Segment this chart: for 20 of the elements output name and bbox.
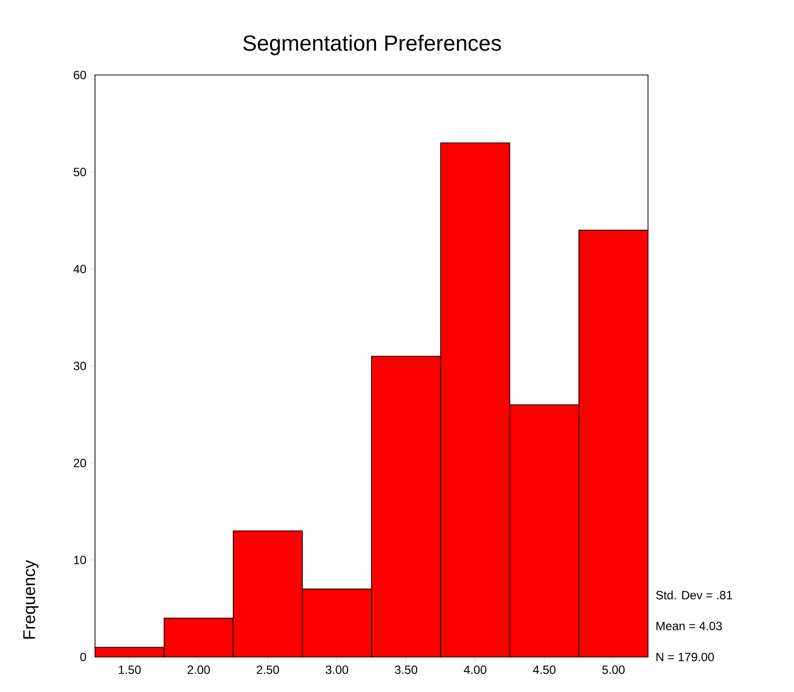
y-tick-label: 50 [74, 168, 86, 176]
x-tick-label: 5.00 [602, 666, 625, 674]
x-tick-label: 2.00 [188, 666, 210, 674]
chart-title: Segmentation Preferences [243, 34, 501, 56]
y-tick-label: 60 [74, 70, 86, 80]
text: Std. Dev = .81 [656, 590, 732, 600]
y-tick-label: 10 [74, 556, 86, 564]
x-tick-label: 4.50 [532, 666, 556, 674]
y-tick-label: 0 [80, 652, 86, 662]
x-tick-label: 2.50 [256, 666, 279, 674]
y-tick-label: 30 [74, 362, 86, 370]
text: Mean = 4.03 [656, 622, 722, 630]
x-tick-label: 1.50 [118, 666, 141, 674]
y-axis-title: Frequency [23, 560, 38, 639]
x-tick-label: 4.00 [464, 666, 486, 674]
text: N = 179.00 [656, 652, 714, 662]
y-tick-label: 40 [73, 264, 86, 274]
x-tick-label: 3.50 [394, 666, 418, 674]
y-tick-label: 20 [74, 458, 86, 468]
x-tick-label: 3.00 [326, 666, 348, 674]
